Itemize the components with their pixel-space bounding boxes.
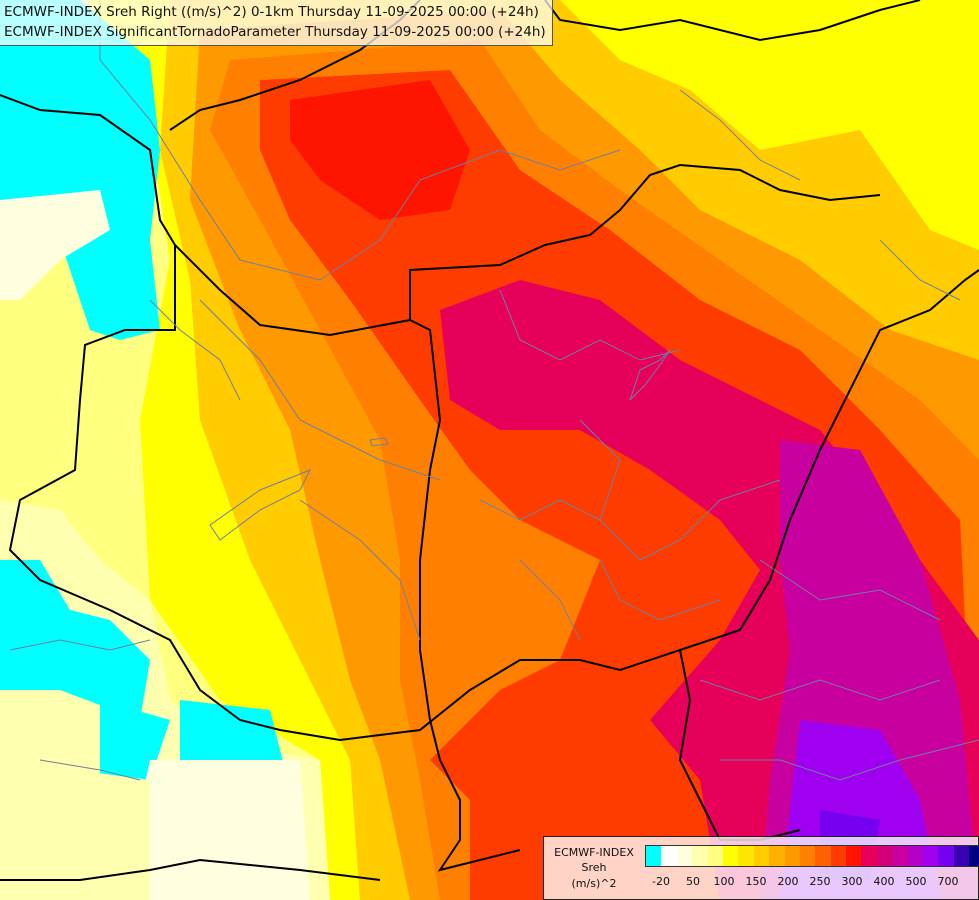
region-borders (9, 0, 979, 781)
legend-swatch (738, 846, 754, 866)
legend-swatch (646, 846, 662, 866)
legend-swatch (923, 846, 939, 866)
legend-swatch (753, 846, 770, 866)
legend-tick-label: 200 (777, 875, 799, 888)
legend-variable-label: Sreh (581, 861, 607, 874)
legend-unit-label: (m/s)^2 (571, 877, 617, 890)
legend-tick-label: 400 (873, 875, 895, 888)
legend-tick-label: 150 (745, 875, 767, 888)
map-title-sreh: ECMWF-INDEX Sreh Right ((m/s)^2) 0-1km T… (4, 4, 539, 20)
legend-swatch (953, 846, 970, 866)
legend-swatch (722, 846, 739, 866)
legend-swatch (799, 846, 816, 866)
legend-model-label: ECMWF-INDEX (554, 846, 634, 859)
legend-swatch (661, 846, 677, 866)
legend-swatch (969, 846, 979, 866)
legend-swatch (861, 846, 877, 866)
legend-tick-label: 250 (809, 875, 831, 888)
legend-swatch (784, 846, 800, 866)
legend-swatch (815, 846, 831, 866)
legend-swatch (707, 846, 723, 866)
legend-tick-label: 500 (905, 875, 927, 888)
legend-swatch (876, 846, 893, 866)
legend-swatch (938, 846, 954, 866)
legend-tick-label: -20 (652, 875, 670, 888)
color-legend: ECMWF-INDEX Sreh (m/s)^2 -20 50 100 150 200 2… (543, 836, 979, 900)
map-title-box: ECMWF-INDEX Sreh Right ((m/s)^2) 0-1km T… (0, 0, 553, 46)
legend-tick-label: 50 (686, 875, 700, 888)
legend-tick-label: 300 (841, 875, 863, 888)
legend-tick-label: 700 (937, 875, 959, 888)
legend-swatch (907, 846, 924, 866)
legend-swatch (846, 846, 862, 866)
legend-swatch (676, 846, 693, 866)
map-title-stp: ECMWF-INDEX SignificantTornadoParameter … (4, 24, 546, 40)
legend-tick-label: 100 (713, 875, 735, 888)
legend-swatch (769, 846, 785, 866)
legend-swatch (692, 846, 708, 866)
legend-color-scale (645, 845, 979, 867)
legend-swatch (830, 846, 847, 866)
legend-swatch (892, 846, 908, 866)
